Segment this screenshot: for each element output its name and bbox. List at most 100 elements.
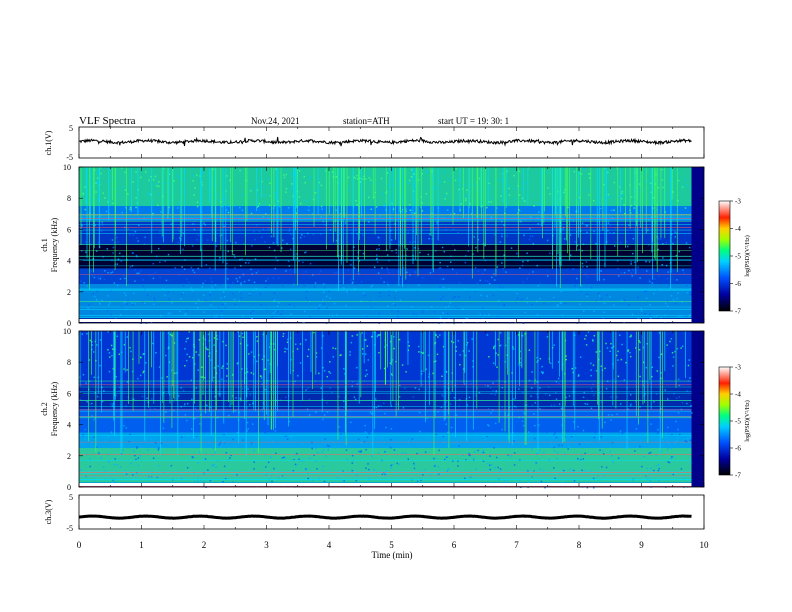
spectrum-speck xyxy=(529,235,532,237)
spectrum-speck xyxy=(584,338,586,340)
spectrum-speck xyxy=(553,467,555,469)
spectrum-speck xyxy=(644,290,646,293)
spectrum-speck xyxy=(670,294,673,297)
spectrum-speck xyxy=(201,184,203,186)
spectrum-speck xyxy=(356,366,358,369)
spectrum-speck xyxy=(581,262,584,265)
spectrum-speck xyxy=(514,438,516,440)
spectrum-speck xyxy=(665,436,667,438)
spectrum-speck xyxy=(318,196,321,198)
spectrum-speck xyxy=(644,169,647,171)
time-tick-label: 3 xyxy=(264,540,269,550)
spectrum-speck xyxy=(152,212,154,215)
spectrum-speck xyxy=(518,208,520,211)
spectrum-speck xyxy=(421,352,424,355)
spectrum-speck xyxy=(300,443,303,446)
spectrum-speck xyxy=(634,401,637,403)
spectrum-speck xyxy=(215,466,217,468)
spectrum-speck xyxy=(366,436,369,439)
spectrum-speck xyxy=(496,266,499,268)
spectrum-speck xyxy=(212,447,214,450)
spectrum-speck xyxy=(618,334,621,337)
spectrum-speck xyxy=(369,414,371,417)
spectrum-speck xyxy=(630,196,633,198)
spectrum-speck xyxy=(355,200,357,202)
spectrum-speck xyxy=(264,368,266,371)
spectrum-speck xyxy=(360,224,363,226)
spectrum-speck xyxy=(323,370,326,372)
spectrum-speck xyxy=(579,303,581,306)
spectrum-speck xyxy=(285,270,287,272)
spectrum-speck xyxy=(369,300,372,302)
spectrum-speck xyxy=(462,308,464,310)
spectrum-speck xyxy=(611,441,614,444)
spectrum-speck xyxy=(586,295,588,298)
spectrum-speck xyxy=(398,338,401,341)
spectrum-speck xyxy=(132,426,135,429)
spectrum-speck xyxy=(546,187,549,189)
spectrum-speck xyxy=(118,390,120,392)
spectrum-speck xyxy=(321,208,323,210)
spectrum-speck xyxy=(234,256,236,259)
spectrum-speck xyxy=(497,466,499,469)
spectrum-speck xyxy=(538,449,541,452)
spectrum-speck xyxy=(102,192,104,194)
spectrum-speck xyxy=(308,205,310,207)
spectrum-speck xyxy=(308,177,311,180)
spectrum-speck xyxy=(137,240,139,242)
spectrum-speck xyxy=(363,440,366,443)
spectrum-speck xyxy=(466,404,469,406)
spectrum-speck xyxy=(668,443,670,445)
spectrum-speck xyxy=(205,263,208,266)
spectrum-speck xyxy=(257,270,260,272)
spectrum-speck xyxy=(466,341,469,344)
spectrum-speck xyxy=(604,421,606,424)
spectrum-speck xyxy=(671,433,673,436)
spectrum-speck xyxy=(82,193,85,195)
spectrum-speck xyxy=(672,365,674,367)
spectrum-speck xyxy=(326,307,328,309)
spectrum-speck xyxy=(400,281,402,284)
spectrum-speck xyxy=(216,289,219,291)
spectrum-speck xyxy=(118,252,121,255)
spectrum-speck xyxy=(470,382,472,385)
spectrum-speck xyxy=(342,480,344,482)
spectrum-speck xyxy=(501,406,503,409)
spectrum-speck xyxy=(569,234,572,236)
spectrum-speck xyxy=(537,452,539,454)
spectrum-speck xyxy=(356,334,358,336)
spectrum-speck xyxy=(503,224,505,226)
spectrum-speck xyxy=(582,243,585,246)
spectrum-speck xyxy=(630,263,632,265)
spectrum-speck xyxy=(446,209,449,211)
spectrum-speck xyxy=(290,233,292,236)
spectrum-speck xyxy=(233,204,236,207)
spectrum-speck xyxy=(402,266,405,269)
spectrum-speck xyxy=(426,170,428,172)
spectrum-speck xyxy=(463,184,465,186)
spectrum-speck xyxy=(322,465,325,468)
spectrum-speck xyxy=(591,390,594,392)
spectrum-speck xyxy=(583,392,586,394)
spectrum-speck xyxy=(540,371,543,373)
spectrum-speck xyxy=(523,234,525,236)
spectrum-speck xyxy=(537,284,540,287)
spectrum-speck xyxy=(586,276,589,278)
spectrum-speck xyxy=(289,436,291,438)
spectrum-speck xyxy=(203,222,205,224)
time-axis-label: Time (min) xyxy=(372,550,413,560)
ch1-spec-channel-label: ch.1 xyxy=(40,238,49,252)
spectrum-speck xyxy=(223,296,226,298)
spectrum-speck xyxy=(143,302,146,304)
spectrum-speck xyxy=(452,460,454,462)
spectrum-speck xyxy=(683,425,686,428)
spectrum-speck xyxy=(146,437,149,440)
spectrum-speck xyxy=(442,345,445,348)
spectrum-speck xyxy=(528,415,530,417)
spectrum-speck xyxy=(613,181,616,184)
spectrum-speck xyxy=(183,268,186,270)
spectrum-speck xyxy=(614,381,617,384)
spectrum-speck xyxy=(241,209,244,211)
spectrum-speck xyxy=(590,387,593,390)
spectrum-speck xyxy=(500,195,502,197)
